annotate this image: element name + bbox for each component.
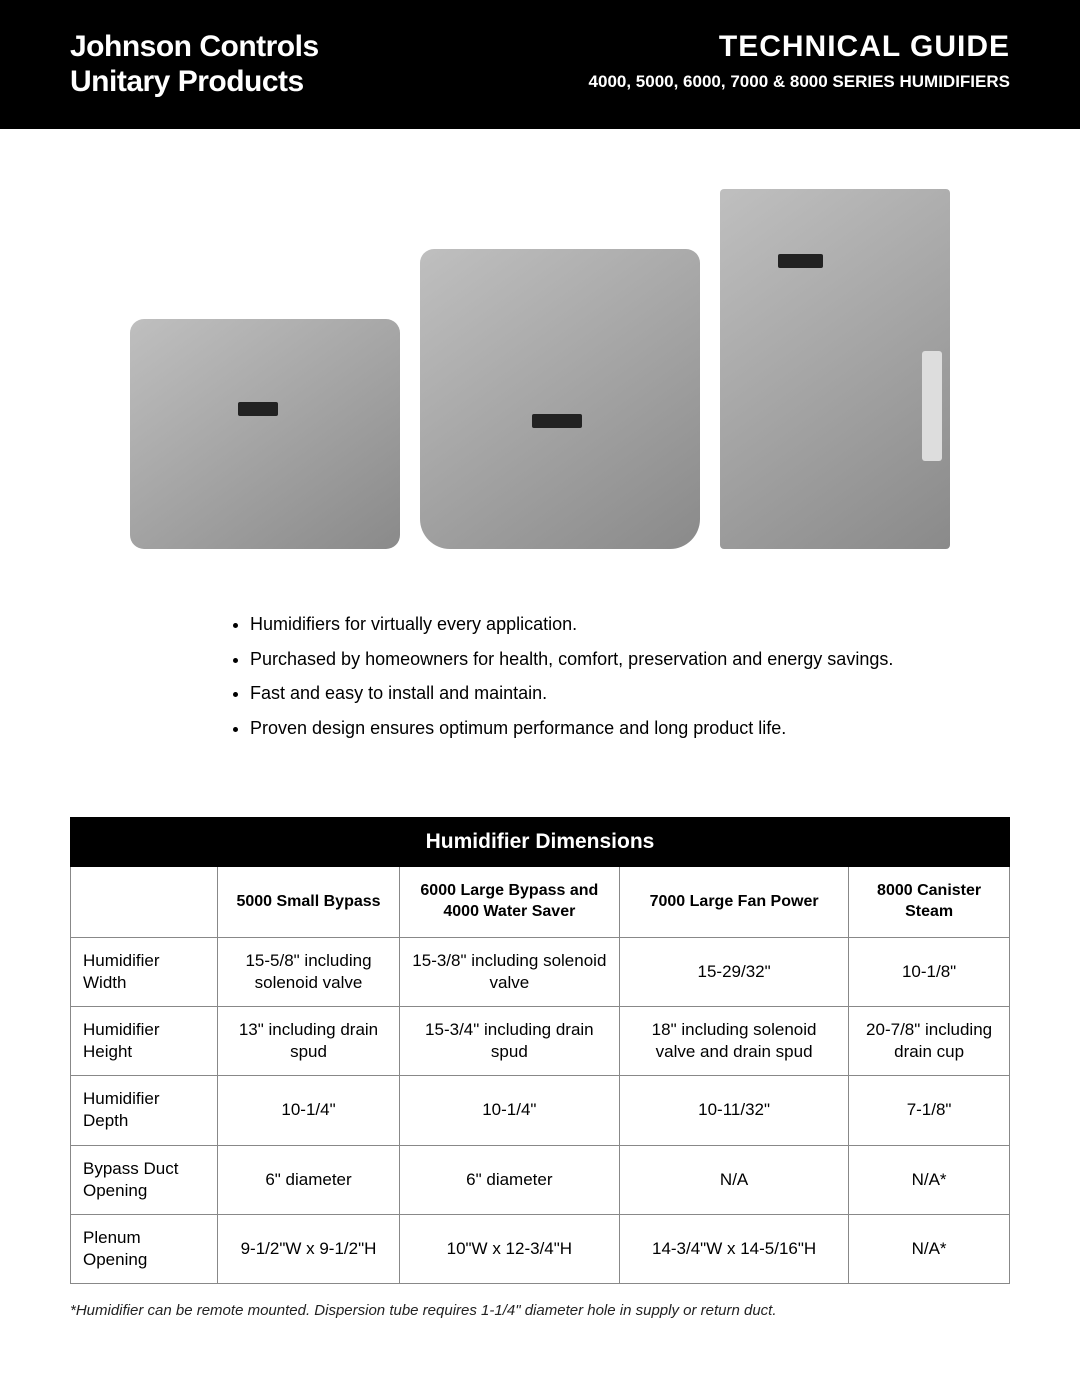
bullet-item: Proven design ensures optimum performanc… bbox=[250, 713, 1010, 744]
cell: 9-1/2"W x 9-1/2"H bbox=[218, 1214, 399, 1283]
slot-icon bbox=[238, 402, 278, 416]
row-label: Humidifier Height bbox=[71, 1007, 218, 1076]
dimensions-table: Humidifier Dimensions 5000 Small Bypass … bbox=[70, 817, 1010, 1284]
table-row: Bypass Duct Opening 6" diameter 6" diame… bbox=[71, 1145, 1010, 1214]
brand-line-2: Unitary Products bbox=[70, 65, 319, 100]
table-row: Plenum Opening 9-1/2"W x 9-1/2"H 10"W x … bbox=[71, 1214, 1010, 1283]
cell: 10-11/32" bbox=[620, 1076, 849, 1145]
col-header bbox=[71, 867, 218, 938]
col-header: 5000 Small Bypass bbox=[218, 867, 399, 938]
product-image-steam bbox=[720, 189, 950, 549]
header-bar: Johnson Controls Unitary Products TECHNI… bbox=[0, 0, 1080, 129]
cell: 15-3/4" including drain spud bbox=[399, 1007, 619, 1076]
bullet-item: Humidifiers for virtually every applicat… bbox=[250, 609, 1010, 640]
cell: 13" including drain spud bbox=[218, 1007, 399, 1076]
bullet-item: Purchased by homeowners for health, comf… bbox=[250, 644, 1010, 675]
slot-icon bbox=[532, 414, 582, 428]
cell: 20-7/8" including drain cup bbox=[849, 1007, 1010, 1076]
table-column-headers: 5000 Small Bypass 6000 Large Bypass and … bbox=[71, 867, 1010, 938]
col-header: 6000 Large Bypass and 4000 Water Saver bbox=[399, 867, 619, 938]
cell: 14-3/4"W x 14-5/16"H bbox=[620, 1214, 849, 1283]
cell: N/A* bbox=[849, 1145, 1010, 1214]
cell: 6" diameter bbox=[399, 1145, 619, 1214]
cell: 15-3/8" including solenoid valve bbox=[399, 937, 619, 1006]
row-label: Humidifier Depth bbox=[71, 1076, 218, 1145]
cell: 10"W x 12-3/4"H bbox=[399, 1214, 619, 1283]
table-title: Humidifier Dimensions bbox=[71, 818, 1010, 867]
cell: 15-5/8" including solenoid valve bbox=[218, 937, 399, 1006]
guide-subtitle: 4000, 5000, 6000, 7000 & 8000 SERIES HUM… bbox=[589, 72, 1010, 92]
brand-block: Johnson Controls Unitary Products bbox=[70, 30, 319, 99]
product-images-row bbox=[0, 129, 1080, 589]
cell: 15-29/32" bbox=[620, 937, 849, 1006]
row-label: Bypass Duct Opening bbox=[71, 1145, 218, 1214]
brand-line-1: Johnson Controls bbox=[70, 30, 319, 65]
table-row: Humidifier Depth 10-1/4" 10-1/4" 10-11/3… bbox=[71, 1076, 1010, 1145]
cell: 18" including solenoid valve and drain s… bbox=[620, 1007, 849, 1076]
col-header: 8000 Canister Steam bbox=[849, 867, 1010, 938]
cell: 10-1/4" bbox=[399, 1076, 619, 1145]
bullet-item: Fast and easy to install and maintain. bbox=[250, 678, 1010, 709]
cell: 7-1/8" bbox=[849, 1076, 1010, 1145]
cell: N/A* bbox=[849, 1214, 1010, 1283]
row-label: Humidifier Width bbox=[71, 937, 218, 1006]
product-image-bypass bbox=[130, 319, 400, 549]
feature-bullets: Humidifiers for virtually every applicat… bbox=[0, 589, 1080, 787]
cell: 10-1/4" bbox=[218, 1076, 399, 1145]
table-row: Humidifier Width 15-5/8" including solen… bbox=[71, 937, 1010, 1006]
cell: N/A bbox=[620, 1145, 849, 1214]
control-panel-icon bbox=[922, 351, 942, 461]
product-image-fan-power bbox=[420, 249, 700, 549]
table-row: Humidifier Height 13" including drain sp… bbox=[71, 1007, 1010, 1076]
slot-icon bbox=[778, 254, 823, 268]
cell: 6" diameter bbox=[218, 1145, 399, 1214]
guide-title: TECHNICAL GUIDE bbox=[719, 30, 1010, 64]
cell: 10-1/8" bbox=[849, 937, 1010, 1006]
title-block: TECHNICAL GUIDE 4000, 5000, 6000, 7000 &… bbox=[589, 30, 1010, 92]
col-header: 7000 Large Fan Power bbox=[620, 867, 849, 938]
row-label: Plenum Opening bbox=[71, 1214, 218, 1283]
table-footnote: *Humidifier can be remote mounted. Dispe… bbox=[0, 1294, 1080, 1359]
dimensions-table-wrap: Humidifier Dimensions 5000 Small Bypass … bbox=[0, 787, 1080, 1294]
